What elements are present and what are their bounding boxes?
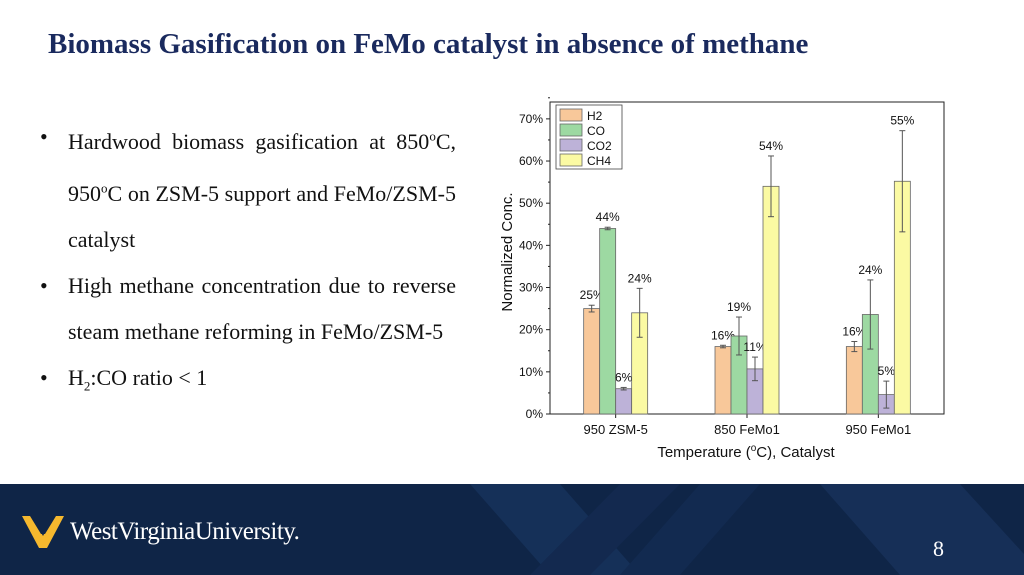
bullet-text: Hardwood biomass gasification at 850oC, … (68, 129, 456, 252)
legend-label: CO2 (587, 139, 612, 153)
y-tick-label: 60% (519, 154, 543, 168)
data-label: 55% (890, 114, 914, 128)
chevron-pattern (470, 484, 1024, 575)
bar-chart: Normalized Conc. Temperature (oC), Catal… (499, 97, 945, 461)
x-tick-label: 950 ZSM-5 (584, 422, 648, 437)
legend-label: H2 (587, 109, 603, 123)
bar-ch4 (762, 185, 780, 415)
x-tick-label: 950 FeMo1 (845, 422, 911, 437)
bullet-dot-icon: • (40, 272, 48, 298)
legend-swatch-ch4 (559, 153, 583, 167)
bullet-item: • Hardwood biomass gasification at 850oC,… (36, 114, 456, 263)
x-tick-label: 850 FeMo1 (714, 422, 780, 437)
data-label: 25% (580, 288, 604, 302)
legend-swatch-h2 (559, 108, 583, 122)
bullet-dot-icon: • (40, 364, 48, 390)
legend-label: CH4 (587, 154, 611, 168)
bar-co2 (615, 388, 633, 415)
legend-label: CO (587, 124, 605, 138)
data-label: 6% (615, 370, 633, 384)
y-tick-label: 20% (519, 323, 543, 337)
y-tick-label: 40% (519, 238, 543, 252)
data-label: 16% (711, 328, 735, 342)
y-tick-label: 30% (519, 281, 543, 295)
footer-bar: WestVirginiaUniversity. 8 (0, 484, 1024, 575)
bullet-dot-icon: • (40, 124, 48, 149)
data-label: 24% (628, 271, 652, 285)
y-tick-label: 10% (519, 365, 543, 379)
data-label: 16% (842, 324, 866, 338)
data-label: 11% (743, 340, 766, 354)
legend-swatch-co2 (559, 138, 583, 152)
bullet-item: • H2:CO ratio < 1 (36, 355, 456, 409)
flying-wv-icon (22, 516, 64, 548)
data-label: 44% (596, 210, 620, 224)
y-tick-label: 0% (526, 407, 544, 421)
page-number: 8 (933, 536, 944, 561)
bullet-text: H2:CO ratio < 1 (68, 364, 208, 394)
y-tick-label: 50% (519, 196, 543, 210)
wvu-logo[interactable]: WestVirginiaUniversity. (22, 514, 300, 550)
logo-wordmark: WestVirginiaUniversity. (70, 518, 300, 545)
data-label: 24% (858, 263, 882, 277)
bar-h2 (845, 346, 863, 415)
data-label: 54% (759, 139, 783, 153)
data-label: 5% (878, 364, 896, 378)
bullet-text: High methane concentration due to revers… (68, 272, 456, 344)
bar-h2 (714, 346, 732, 415)
y-tick-label: 70% (519, 112, 543, 126)
slide-title: Biomass Gasification on FeMo catalyst in… (48, 28, 809, 60)
chart-y-axis-label: Normalized Conc. (499, 192, 516, 311)
bullet-list: • Hardwood biomass gasification at 850oC,… (36, 114, 456, 409)
legend-swatch-co (559, 123, 583, 137)
bar-h2 (583, 308, 601, 415)
data-label: 19% (727, 300, 751, 314)
bar-co (599, 228, 617, 415)
chart-x-axis-label: Temperature (oC), Catalyst (657, 443, 835, 461)
bullet-item: • High methane concentration due to rever… (36, 263, 456, 355)
